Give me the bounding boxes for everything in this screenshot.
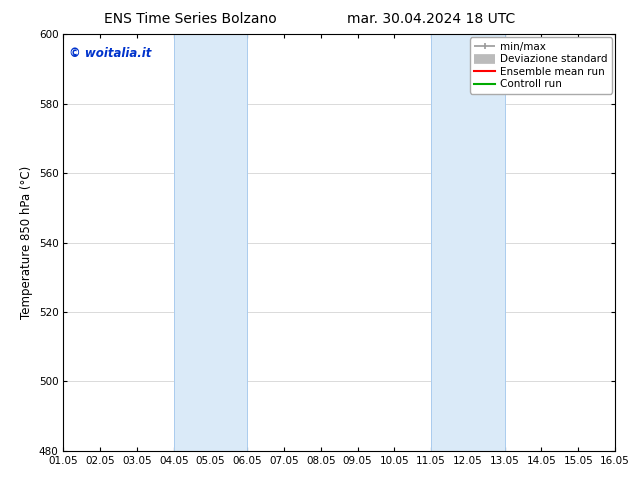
Text: ENS Time Series Bolzano: ENS Time Series Bolzano <box>104 12 276 26</box>
Text: mar. 30.04.2024 18 UTC: mar. 30.04.2024 18 UTC <box>347 12 515 26</box>
Y-axis label: Temperature 850 hPa (°C): Temperature 850 hPa (°C) <box>20 166 33 319</box>
Bar <box>174 34 247 451</box>
Legend: min/max, Deviazione standard, Ensemble mean run, Controll run: min/max, Deviazione standard, Ensemble m… <box>470 37 612 94</box>
Bar <box>431 34 505 451</box>
Text: © woitalia.it: © woitalia.it <box>69 47 152 60</box>
